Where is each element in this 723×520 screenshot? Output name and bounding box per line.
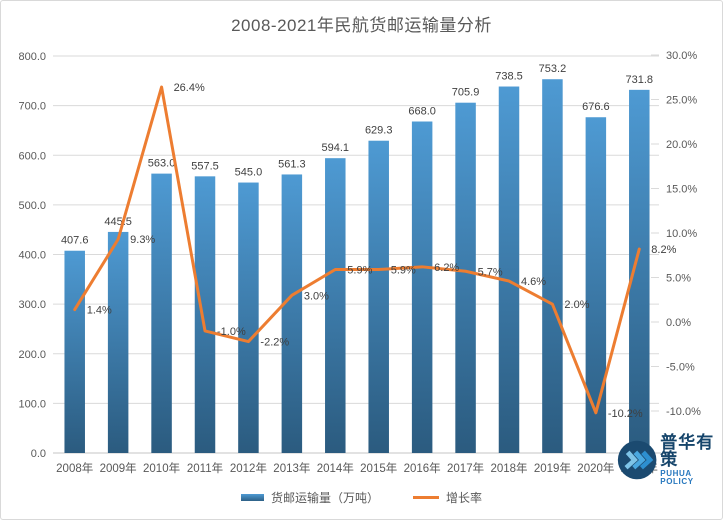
bar-value-label: 563.0 <box>148 158 176 170</box>
bar-2015年 <box>368 140 389 453</box>
x-axis-category-label: 2009年 <box>100 461 137 475</box>
puhua-logo-badge-icon <box>617 440 657 480</box>
left-axis-tick-label: 300.0 <box>18 299 46 311</box>
right-axis-tick-label: 15.0% <box>666 184 697 196</box>
bar-value-label: 676.6 <box>582 101 610 113</box>
line-value-label: 5.7% <box>478 266 503 278</box>
x-axis-category-label: 2014年 <box>317 461 354 475</box>
bar-value-label: 445.5 <box>104 216 132 228</box>
x-axis-category-label: 2013年 <box>273 461 310 475</box>
bar-2014年 <box>325 158 346 454</box>
bar-value-label: 594.1 <box>322 142 350 154</box>
puhua-logo-cn: 普华有策 <box>660 433 715 469</box>
chart-legend: 货邮运输量（万吨） 增长率 <box>1 489 722 506</box>
bar-2016年 <box>411 121 433 453</box>
bar-2010年 <box>151 173 172 453</box>
growth-rate-line <box>73 85 641 415</box>
x-axis-category-label: 2008年 <box>56 461 93 475</box>
x-axis-category-label: 2018年 <box>490 461 527 475</box>
bar-2013年 <box>281 174 303 453</box>
bar-value-label: 731.8 <box>626 74 654 86</box>
line-value-label: 6.2% <box>434 262 459 274</box>
left-axis-tick-label: 100.0 <box>18 398 46 410</box>
line-value-label: 9.3% <box>130 234 155 246</box>
left-axis-tick-label: 800.0 <box>18 51 46 63</box>
left-axis-tick-label: 200.0 <box>18 349 46 361</box>
line-value-label: 1.4% <box>87 305 112 317</box>
bar-2008年 <box>64 250 85 453</box>
right-axis-tick-label: -10.0% <box>666 406 701 418</box>
legend-line-label: 增长率 <box>446 491 483 505</box>
bar-value-label: 753.2 <box>539 63 567 75</box>
bar-2009年 <box>107 231 129 453</box>
line-value-label: -2.2% <box>260 337 289 349</box>
bar-2018年 <box>498 86 520 453</box>
right-axis-tick-label: 5.0% <box>666 273 691 285</box>
bar-value-label: 545.0 <box>235 167 263 179</box>
line-value-label: 2.0% <box>564 299 589 311</box>
line-value-label: 8.2% <box>651 244 676 256</box>
legend-bar-label: 货邮运输量（万吨） <box>270 491 379 505</box>
x-axis-category-label: 2012年 <box>230 461 267 475</box>
left-axis-tick-label: 600.0 <box>18 150 46 162</box>
puhua-policy-watermark: 普华有策 PUHUA POLICY <box>617 434 722 486</box>
bar-value-label: 705.9 <box>452 87 480 99</box>
bar-2020年 <box>585 117 607 454</box>
x-axis-category-label: 2010年 <box>143 461 180 475</box>
line-value-label: 3.0% <box>304 290 329 302</box>
line-value-label: 4.6% <box>521 276 546 288</box>
chart-title: 2008-2021年民航货邮运输量分析 <box>231 16 492 35</box>
puhua-logo-en: PUHUA POLICY <box>660 469 694 486</box>
left-axis-tick-label: 0.0 <box>31 448 46 460</box>
right-axis-tick-label: 25.0% <box>666 95 697 107</box>
bar-value-label: 407.6 <box>61 235 89 247</box>
right-axis-tick-label: 20.0% <box>666 139 697 151</box>
x-axis-category-label: 2016年 <box>404 461 441 475</box>
right-axis-tick-label: 30.0% <box>666 50 697 62</box>
bar-series-swatch-icon <box>240 494 264 501</box>
bar-2012年 <box>238 182 259 453</box>
legend-item-line: 增长率 <box>413 489 482 506</box>
bar-2017年 <box>455 102 476 453</box>
line-series-swatch-icon <box>413 496 439 499</box>
bar-value-label: 668.0 <box>408 106 436 118</box>
bar-2019年 <box>542 79 563 454</box>
x-axis-category-label: 2019年 <box>534 461 571 475</box>
right-axis-tick-label: -5.0% <box>666 362 695 374</box>
right-axis-tick-label: 0.0% <box>666 317 691 329</box>
bar-2021年 <box>629 89 650 454</box>
bar-value-label: 561.3 <box>278 158 306 170</box>
x-axis-category-label: 2017年 <box>447 461 484 475</box>
left-axis-tick-label: 400.0 <box>18 250 46 262</box>
line-value-label: 5.9% <box>347 264 372 276</box>
line-value-label: -1.0% <box>217 326 246 338</box>
x-axis-category-label: 2011年 <box>187 461 223 475</box>
line-value-label: 5.9% <box>391 264 416 276</box>
line-value-label: 26.4% <box>174 82 205 94</box>
left-axis-tick-label: 700.0 <box>18 101 46 113</box>
legend-item-bar: 货邮运输量（万吨） <box>240 489 379 506</box>
bar-2011年 <box>194 176 216 453</box>
bar-value-label: 629.3 <box>365 125 393 137</box>
bar-value-label: 738.5 <box>495 71 523 83</box>
right-axis-tick-label: 10.0% <box>666 228 697 240</box>
line-value-label: -10.2% <box>608 408 643 420</box>
left-axis-tick-label: 500.0 <box>18 200 46 212</box>
bar-value-label: 557.5 <box>191 160 219 172</box>
x-axis-category-label: 2020年 <box>577 461 614 475</box>
puhua-logo-text: 普华有策 PUHUA POLICY <box>660 434 722 486</box>
x-axis-category-label: 2015年 <box>360 461 397 475</box>
